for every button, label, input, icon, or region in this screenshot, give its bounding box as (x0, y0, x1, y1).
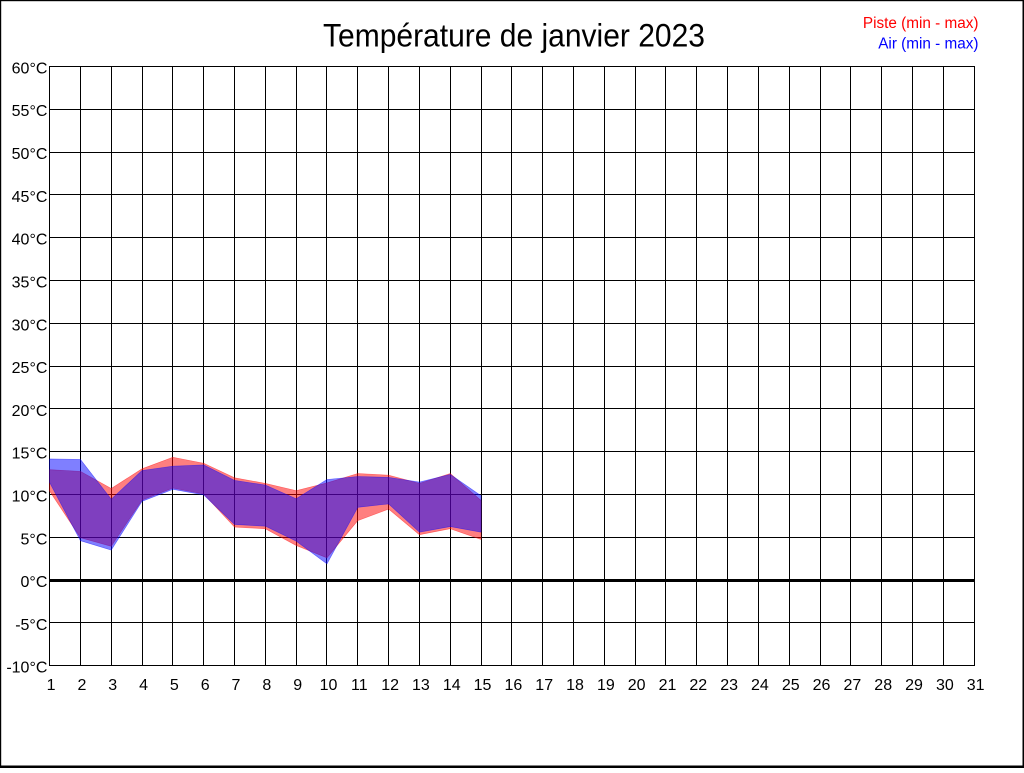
svg-text:55°C: 55°C (12, 103, 48, 120)
svg-text:15: 15 (474, 677, 492, 694)
svg-text:8: 8 (262, 677, 271, 694)
svg-text:27: 27 (843, 677, 861, 694)
svg-text:11: 11 (351, 677, 368, 694)
svg-text:50°C: 50°C (12, 146, 48, 163)
svg-text:-10°C: -10°C (6, 660, 47, 677)
svg-text:5°C: 5°C (21, 531, 48, 548)
svg-text:23: 23 (720, 677, 738, 694)
svg-text:4: 4 (139, 677, 148, 694)
svg-text:20°C: 20°C (12, 403, 48, 420)
svg-text:28: 28 (874, 677, 892, 694)
svg-text:Piste (min - max): Piste (min - max) (863, 15, 979, 32)
svg-text:31: 31 (967, 677, 985, 694)
svg-text:10°C: 10°C (12, 488, 48, 505)
svg-text:2: 2 (77, 677, 86, 694)
svg-text:19: 19 (597, 677, 615, 694)
svg-text:12: 12 (381, 677, 399, 694)
svg-text:35°C: 35°C (12, 274, 48, 291)
svg-text:24: 24 (751, 677, 769, 694)
svg-text:60°C: 60°C (12, 60, 48, 77)
svg-text:0°C: 0°C (21, 574, 48, 591)
svg-text:13: 13 (412, 677, 430, 694)
svg-text:26: 26 (813, 677, 831, 694)
svg-text:22: 22 (689, 677, 707, 694)
svg-text:9: 9 (293, 677, 302, 694)
svg-text:25: 25 (782, 677, 800, 694)
svg-text:30: 30 (936, 677, 954, 694)
svg-text:14: 14 (443, 677, 461, 694)
svg-text:7: 7 (232, 677, 241, 694)
svg-text:5: 5 (170, 677, 179, 694)
svg-text:17: 17 (535, 677, 553, 694)
svg-text:Air (min - max): Air (min - max) (878, 35, 978, 52)
svg-text:29: 29 (905, 677, 923, 694)
svg-text:21: 21 (659, 677, 677, 694)
svg-text:1: 1 (47, 677, 56, 694)
svg-text:30°C: 30°C (12, 317, 48, 334)
svg-text:40°C: 40°C (12, 232, 48, 249)
svg-text:20: 20 (628, 677, 646, 694)
svg-text:3: 3 (108, 677, 117, 694)
svg-text:-5°C: -5°C (15, 617, 47, 634)
svg-text:25°C: 25°C (12, 360, 48, 377)
svg-text:18: 18 (566, 677, 584, 694)
svg-text:6: 6 (201, 677, 210, 694)
svg-text:15°C: 15°C (12, 446, 48, 463)
svg-text:45°C: 45°C (12, 189, 48, 206)
svg-text:16: 16 (504, 677, 522, 694)
svg-text:Température de janvier 2023: Température de janvier 2023 (323, 18, 705, 54)
svg-text:10: 10 (320, 677, 338, 694)
